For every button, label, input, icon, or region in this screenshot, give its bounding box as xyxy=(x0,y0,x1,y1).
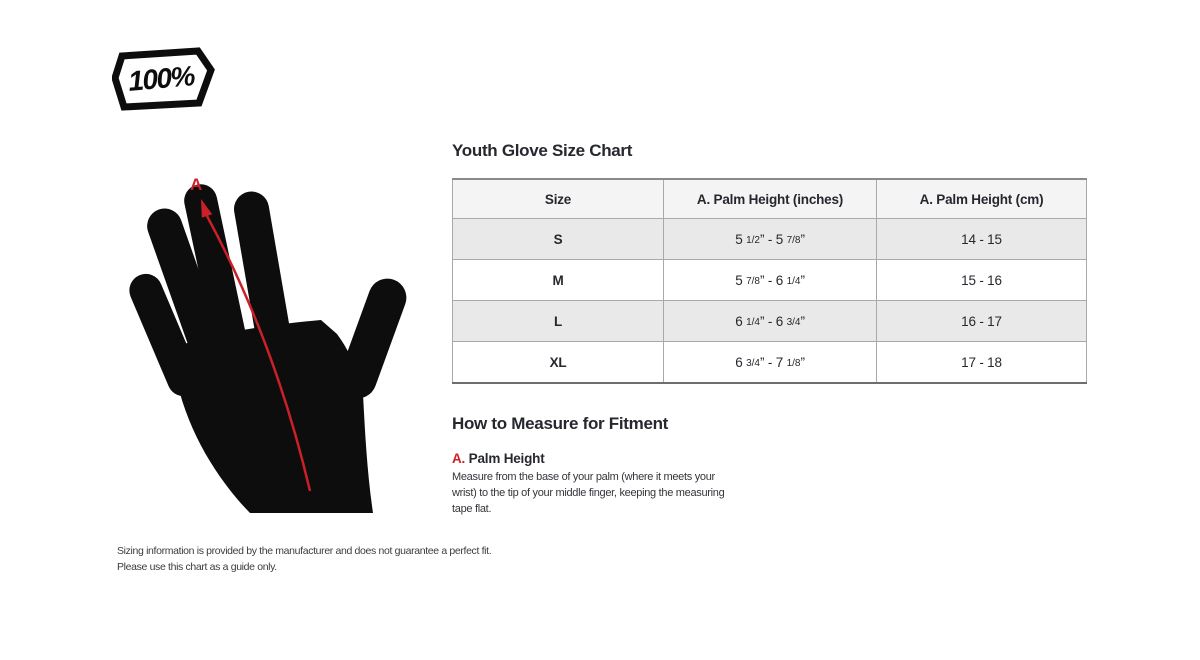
table-cell-cm: 14 - 15 xyxy=(876,218,1087,260)
table-cell-cm: 16 - 17 xyxy=(876,300,1087,342)
measurement-arrow-head-icon xyxy=(201,199,213,218)
measure-item-name: Palm Height xyxy=(468,451,545,466)
fraction: 3/4 xyxy=(786,316,801,328)
table-cell-size: XL xyxy=(452,341,664,384)
glove-silhouette-icon: A xyxy=(129,175,407,513)
table-cell-inches: 5 7/8” - 6 1/4” xyxy=(663,259,877,301)
table-cell-size: L xyxy=(452,300,664,342)
fraction: 7/8 xyxy=(746,275,760,287)
column-header-palm-inches: A. Palm Height (inches) xyxy=(663,178,877,219)
logo-hexagon xyxy=(111,47,215,111)
table-cell-size: S xyxy=(452,218,664,260)
fraction: 1/2 xyxy=(746,234,760,246)
description-line: Measure from the base of your palm (wher… xyxy=(452,471,715,483)
table-cell-inches: 6 3/4” - 7 1/8” xyxy=(663,341,877,384)
column-header-palm-cm: A. Palm Height (cm) xyxy=(876,178,1087,219)
disclaimer-line: Sizing information is provided by the ma… xyxy=(117,545,492,557)
size-chart-table: Size A. Palm Height (inches) A. Palm Hei… xyxy=(452,178,1087,384)
size-chart-title: Youth Glove Size Chart xyxy=(452,141,633,160)
brand-logo: 100% xyxy=(111,45,216,116)
measure-item-letter: A. xyxy=(452,451,466,466)
description-line: wrist) to the tip of your middle finger,… xyxy=(452,487,725,499)
table-cell-size: M xyxy=(452,259,664,301)
fraction: 7/8 xyxy=(786,234,801,246)
measurement-arrow-line xyxy=(205,215,312,492)
measure-item-description: Measure from the base of your palm (wher… xyxy=(452,469,762,517)
table-cell-inches: 5 1/2” - 5 7/8” xyxy=(663,218,877,260)
table-row: XL 6 3/4” - 7 1/8” 17 - 18 xyxy=(452,341,1087,384)
table-cell-cm: 15 - 16 xyxy=(876,259,1087,301)
glove-diagram: A xyxy=(125,172,435,522)
column-header-size: Size xyxy=(452,178,664,219)
disclaimer-text: Sizing information is provided by the ma… xyxy=(117,543,492,575)
table-cell-inches: 6 1/4” - 6 3/4” xyxy=(663,300,877,342)
measurement-label-a: A xyxy=(190,175,202,194)
glove-hand-shape xyxy=(129,184,407,513)
measure-item-heading: A. Palm Height xyxy=(452,451,762,466)
fraction: 3/4 xyxy=(746,357,760,369)
disclaimer-line: Please use this chart as a guide only. xyxy=(117,561,277,573)
logo-text: 100% xyxy=(127,60,197,97)
table-cell-cm: 17 - 18 xyxy=(876,341,1087,384)
fraction: 1/4 xyxy=(786,275,801,287)
fraction: 1/4 xyxy=(746,316,760,328)
how-to-measure-title: How to Measure for Fitment xyxy=(452,414,669,433)
measure-item-palm-height: A. Palm Height Measure from the base of … xyxy=(452,451,762,517)
table-header-row: Size A. Palm Height (inches) A. Palm Hei… xyxy=(452,178,1087,219)
fraction: 1/8 xyxy=(786,357,801,369)
brand-logo-badge-icon: 100% xyxy=(111,47,215,111)
description-line: tape flat. xyxy=(452,503,492,515)
